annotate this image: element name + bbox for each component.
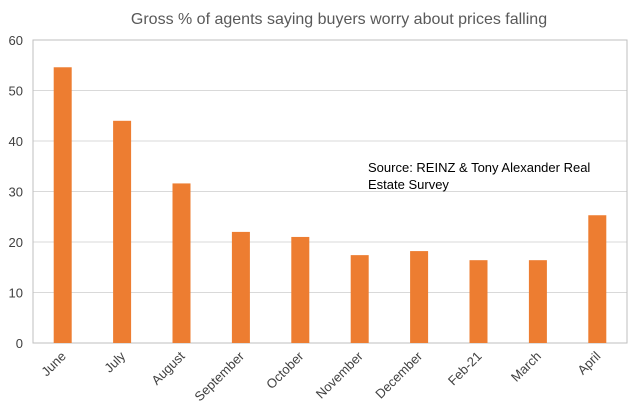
y-tick-label-60: 60 xyxy=(9,33,23,48)
x-tick-label-october: October xyxy=(263,348,307,392)
bar-june xyxy=(53,67,72,344)
x-tick-label-june: June xyxy=(38,349,69,380)
x-tick-label-march: March xyxy=(508,349,544,385)
plot-area: 0 10 20 30 40 50 60 June July August September Octo… xyxy=(9,33,628,404)
y-tick-label-40: 40 xyxy=(9,134,23,149)
x-tick-label-july: July xyxy=(101,348,128,375)
bar-july xyxy=(113,120,132,343)
bar-december xyxy=(410,251,429,343)
source-note-line-2: Estate Survey xyxy=(368,177,449,192)
y-tick-label-30: 30 xyxy=(9,185,23,200)
y-tick-label-10: 10 xyxy=(9,286,23,301)
x-tick-label-august: August xyxy=(148,348,187,387)
y-tick-label-50: 50 xyxy=(9,84,23,99)
bar-september xyxy=(231,231,250,343)
bar-feb-21 xyxy=(469,260,488,343)
plot-frame xyxy=(32,39,628,344)
source-note-line-1: Source: REINZ & Tony Alexander Real xyxy=(368,160,590,175)
bar-august xyxy=(172,183,191,343)
bar-march xyxy=(528,260,547,343)
y-tick-label-0: 0 xyxy=(16,336,23,351)
y-tick-label-20: 20 xyxy=(9,235,23,250)
chart-title: Gross % of agents saying buyers worry ab… xyxy=(131,11,547,28)
x-tick-label-feb-21: Feb-21 xyxy=(445,349,485,389)
x-tick-label-april: April xyxy=(574,348,603,377)
bar-november xyxy=(350,255,369,343)
bar-october xyxy=(291,236,310,343)
x-tick-label-november: November xyxy=(313,348,366,401)
x-tick-label-september: September xyxy=(191,348,247,404)
bar-april xyxy=(588,215,607,343)
x-tick-label-december: December xyxy=(372,348,425,401)
